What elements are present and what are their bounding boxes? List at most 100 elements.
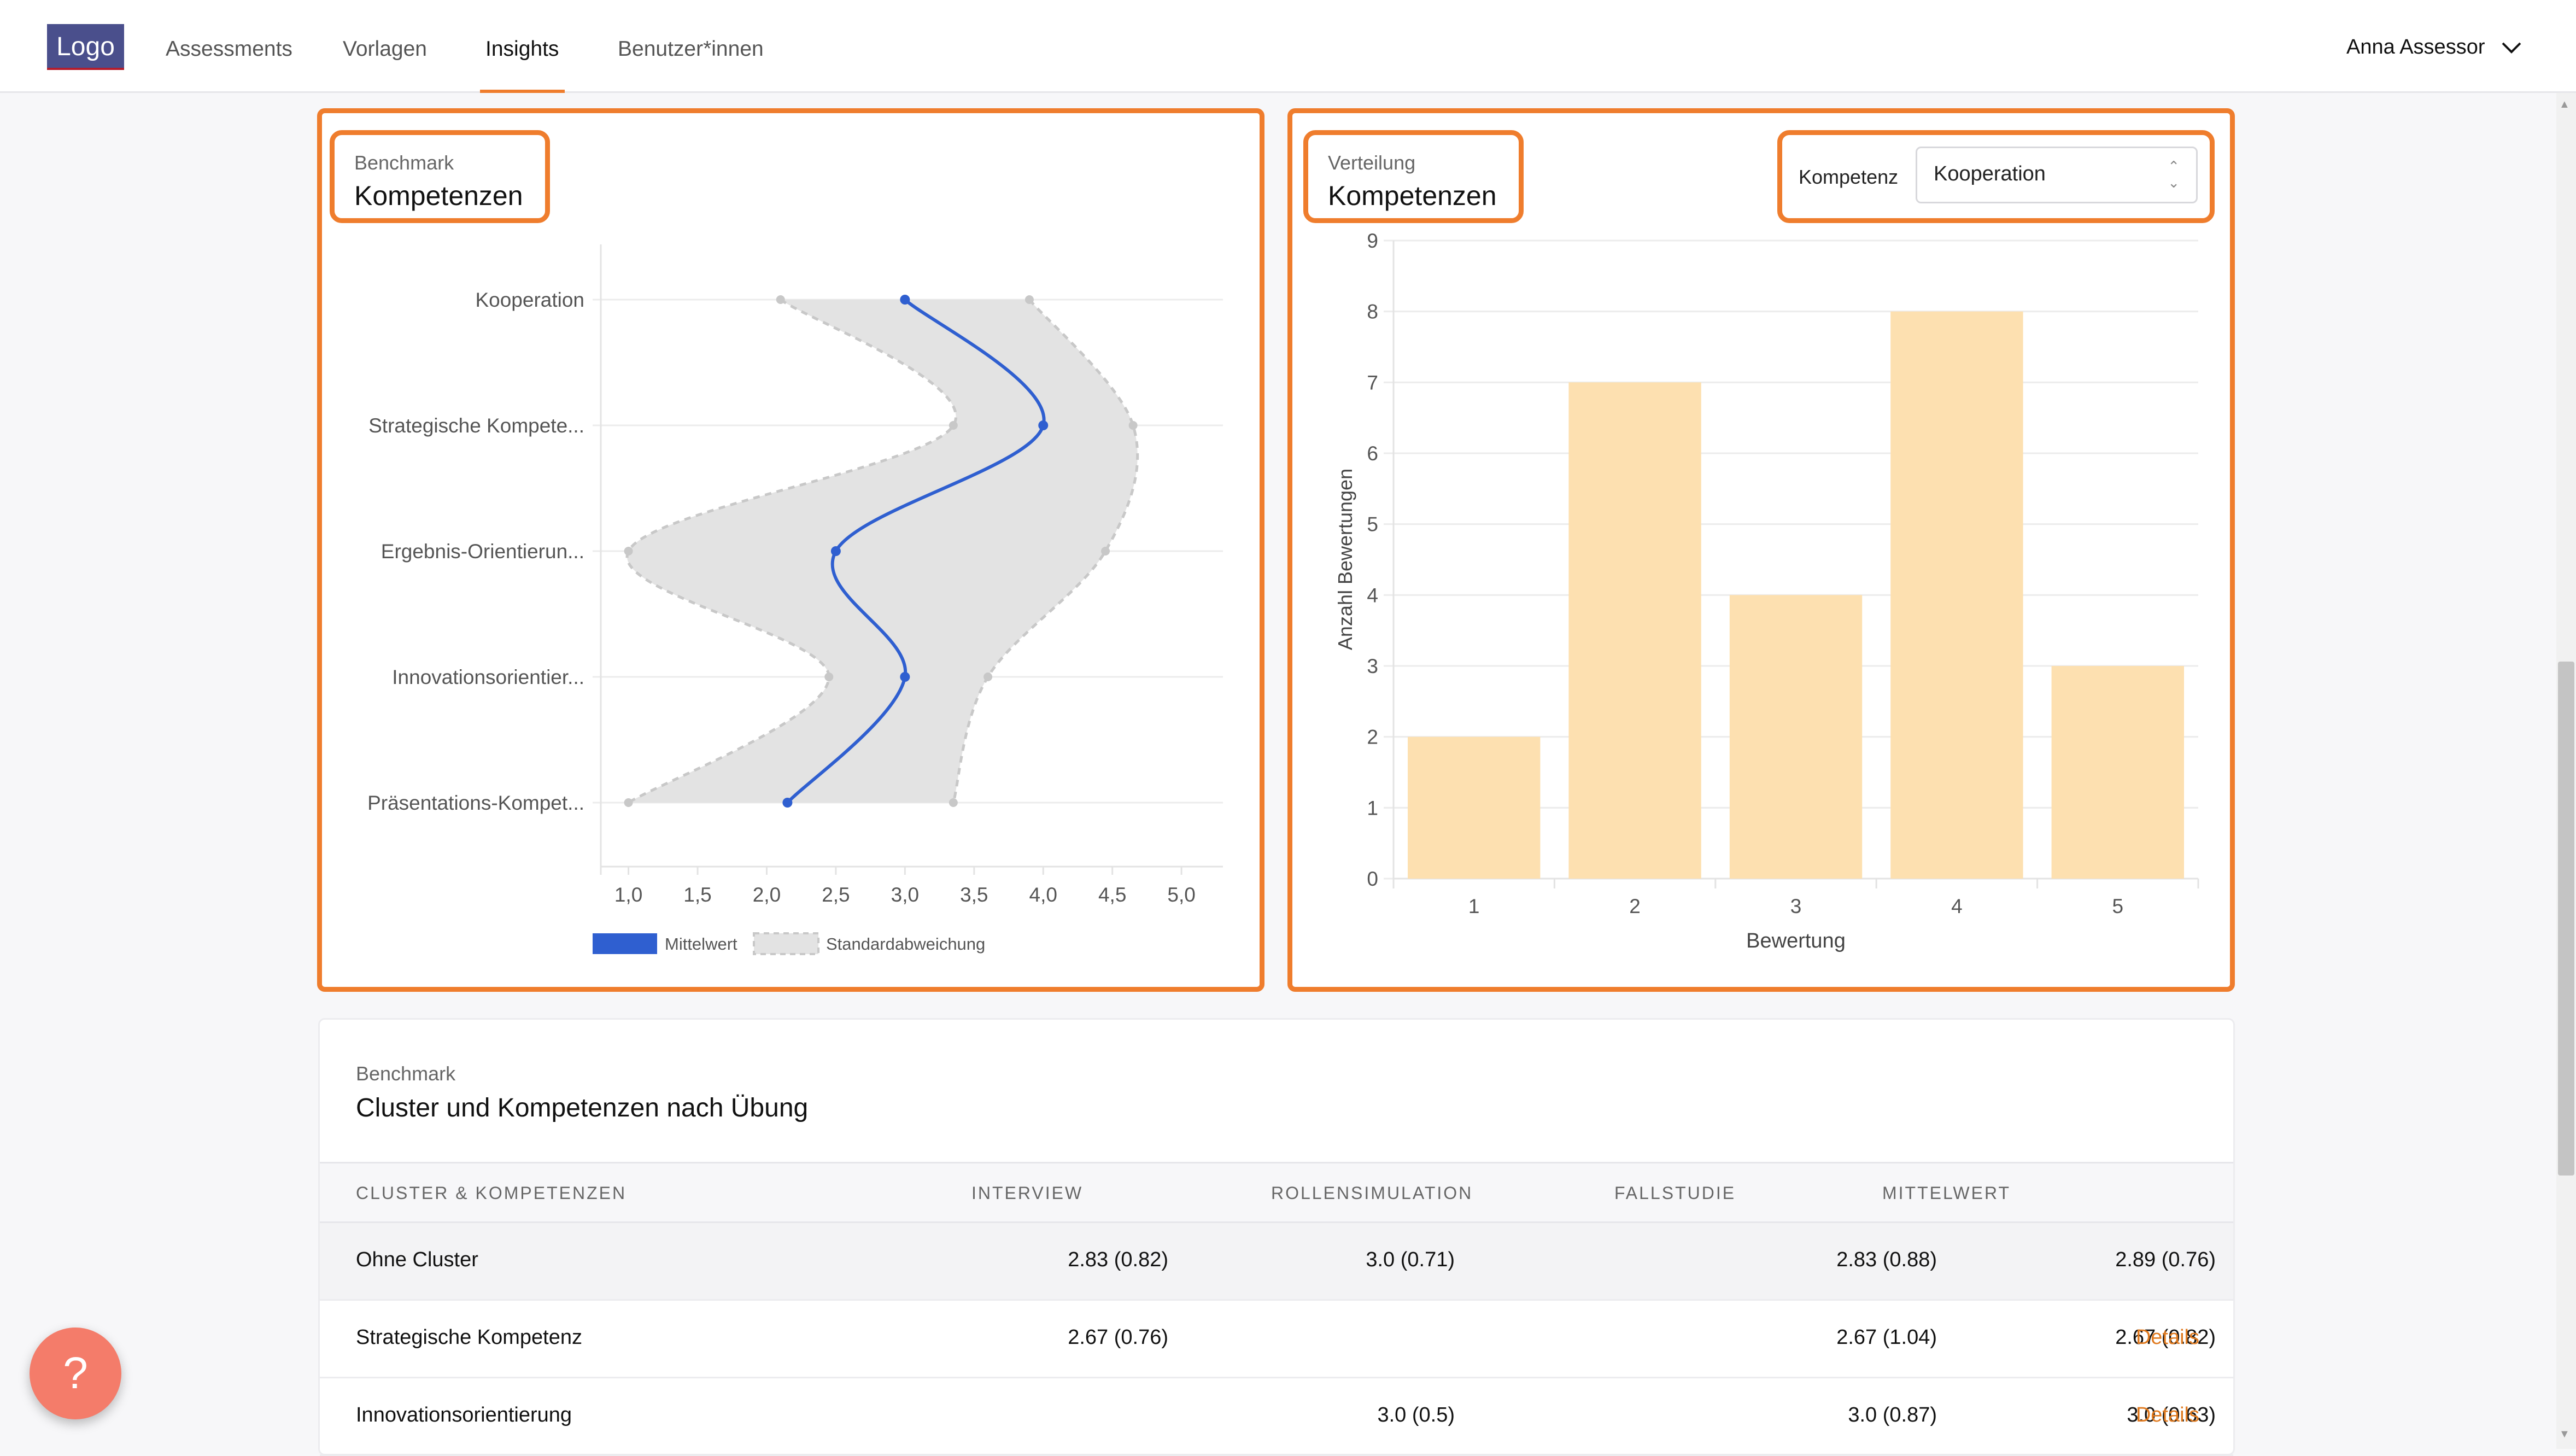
competency-select[interactable]: Kooperation ⌃ ⌄ — [1916, 147, 2198, 203]
mean-point — [900, 672, 910, 682]
legend-label-std: Standardabweichung — [826, 934, 985, 954]
x-tick-label: 3,0 — [891, 884, 919, 906]
std-deviation-band — [627, 300, 1138, 803]
col-header-rollensimulation: ROLLENSIMULATION — [1271, 1183, 1473, 1203]
x-tick-label: 2 — [1629, 895, 1641, 917]
nav-benutzer-innen[interactable]: Benutzer*innen — [618, 34, 764, 65]
cluster-table-card: Benchmark Cluster und Kompetenzen nach Ü… — [318, 1018, 2235, 1455]
benchmark-title: Kompetenzen — [354, 180, 523, 212]
user-menu[interactable]: Anna Assessor — [2346, 32, 2522, 62]
benchmark-subtitle: Benchmark — [354, 151, 454, 174]
x-tick-label: 1 — [1468, 895, 1480, 917]
scroll-down-icon[interactable]: ▼ — [2559, 1428, 2570, 1441]
y-tick-label: 9 — [1367, 230, 1378, 252]
select-updown-icon: ⌃ ⌄ — [2168, 158, 2180, 191]
active-tab-indicator — [480, 90, 565, 93]
logo[interactable]: Logo — [47, 24, 124, 70]
col-header-cluster: CLUSTER & KOMPETENZEN — [356, 1183, 627, 1203]
col-header-fallstudie: FALLSTUDIE — [1614, 1183, 1736, 1203]
bar — [1408, 737, 1540, 879]
x-tick-label: 4,0 — [1029, 884, 1057, 906]
col-header-interview: INTERVIEW — [971, 1183, 1083, 1203]
user-name: Anna Assessor — [2346, 36, 2485, 59]
details-link[interactable]: Details — [2136, 1326, 2199, 1349]
distribution-bar-chart: 0 1 2 3 4 5 6 7 8 9 1 2 3 4 5 Bewertung Anzahl Bewertung… — [1292, 113, 2230, 987]
std-point — [1025, 295, 1034, 304]
top-navigation-bar: Logo Assessments Vorlagen Insights Benut… — [0, 0, 2576, 93]
nav-assessments[interactable]: Assessments — [166, 34, 292, 65]
x-tick-label: 4,5 — [1098, 884, 1126, 906]
cell-mittelwert: 2.89 (0.76) — [1997, 1248, 2216, 1272]
y-tick-label: 5 — [1367, 513, 1378, 536]
legend-swatch-mean — [593, 933, 657, 954]
table-header: CLUSTER & KOMPETENZEN INTERVIEW ROLLENSI… — [320, 1162, 2233, 1223]
legend-swatch-std — [754, 933, 818, 954]
legend-label-mean: Mittelwert — [665, 934, 737, 954]
x-tick-label: 4 — [1951, 895, 1963, 917]
x-tick-label: 1,0 — [614, 884, 642, 906]
chevron-down-icon — [2501, 41, 2522, 55]
y-tick-label: 3 — [1367, 655, 1378, 677]
std-point — [949, 798, 958, 807]
table-subtitle: Benchmark — [356, 1062, 455, 1085]
benchmark-competencies-card: Kooperation Strategische Kompete... Ergebn… — [317, 108, 1264, 992]
x-tick-label: 3 — [1790, 895, 1802, 917]
col-header-mittelwert: MITTELWERT — [1882, 1183, 2011, 1203]
table-row: Strategische Kompetenz 2.67 (0.76) 2.67 … — [320, 1301, 2233, 1378]
distribution-card: 0 1 2 3 4 5 6 7 8 9 1 2 3 4 5 Bewertung Anzahl Bewertung… — [1287, 108, 2235, 992]
nav-vorlagen[interactable]: Vorlagen — [343, 34, 427, 65]
cell-interview: 2.67 (0.76) — [950, 1326, 1168, 1349]
y-tick-label: 4 — [1367, 584, 1378, 606]
cell-fallstudie: 3.0 (0.87) — [1718, 1404, 1937, 1427]
std-point — [983, 673, 992, 681]
category-label: Ergebnis-Orientierun... — [381, 540, 584, 563]
nav-insights[interactable]: Insights — [485, 34, 559, 65]
cell-fallstudie: 2.67 (1.04) — [1718, 1326, 1937, 1349]
bar — [1890, 312, 2023, 879]
cell-fallstudie: 2.83 (0.88) — [1718, 1248, 1937, 1272]
table-row: Ohne Cluster 2.83 (0.82) 3.0 (0.71) 2.83… — [320, 1223, 2233, 1301]
table-row: Innovationsorientierung 3.0 (0.5) 3.0 (0… — [320, 1378, 2233, 1456]
cell-rollensimulation: 3.0 (0.71) — [1236, 1248, 1455, 1272]
y-tick-label: 6 — [1367, 442, 1378, 465]
category-label: Innovationsorientier... — [392, 666, 584, 688]
category-label: Strategische Kompete... — [368, 414, 584, 437]
row-name: Strategische Kompetenz — [356, 1326, 582, 1349]
bar — [1730, 595, 1862, 879]
std-point — [1101, 547, 1110, 555]
std-point — [776, 295, 785, 304]
y-tick-label: 0 — [1367, 868, 1378, 890]
mean-point — [900, 295, 910, 305]
x-tick-label: 2,5 — [822, 884, 850, 906]
details-link[interactable]: Details — [2136, 1404, 2199, 1427]
x-tick-label: 3,5 — [960, 884, 988, 906]
competency-select-value: Kooperation — [1934, 162, 2046, 186]
y-tick-label: 7 — [1367, 371, 1378, 394]
y-tick-label: 2 — [1367, 726, 1378, 749]
bar — [2052, 666, 2184, 879]
x-tick-label: 5 — [2112, 895, 2124, 917]
y-tick-label: 8 — [1367, 301, 1378, 323]
std-point — [624, 547, 633, 555]
benchmark-line-chart: Kooperation Strategische Kompete... Ergebn… — [322, 113, 1260, 987]
std-point — [824, 673, 833, 681]
std-point — [624, 798, 633, 807]
bar — [1568, 382, 1701, 879]
mean-point — [1038, 420, 1048, 430]
scroll-up-icon[interactable]: ▲ — [2559, 98, 2570, 111]
mean-point — [831, 546, 841, 556]
distribution-subtitle: Verteilung — [1328, 151, 1415, 174]
help-button[interactable]: ? — [30, 1328, 121, 1419]
row-name: Innovationsorientierung — [356, 1404, 572, 1427]
y-axis-title: Anzahl Bewertungen — [1334, 469, 1356, 650]
distribution-heading-box: Verteilung Kompetenzen — [1303, 130, 1524, 223]
table-title: Cluster und Kompetenzen nach Übung — [356, 1093, 808, 1123]
x-tick-label: 1,5 — [683, 884, 711, 906]
x-axis-title: Bewertung — [1746, 929, 1846, 952]
y-tick-label: 1 — [1367, 797, 1378, 819]
row-name: Ohne Cluster — [356, 1248, 478, 1272]
page-scrollbar-thumb[interactable] — [2558, 662, 2574, 1176]
category-label: Kooperation — [475, 289, 584, 311]
std-point — [1129, 421, 1138, 430]
benchmark-heading-box: Benchmark Kompetenzen — [330, 130, 550, 223]
